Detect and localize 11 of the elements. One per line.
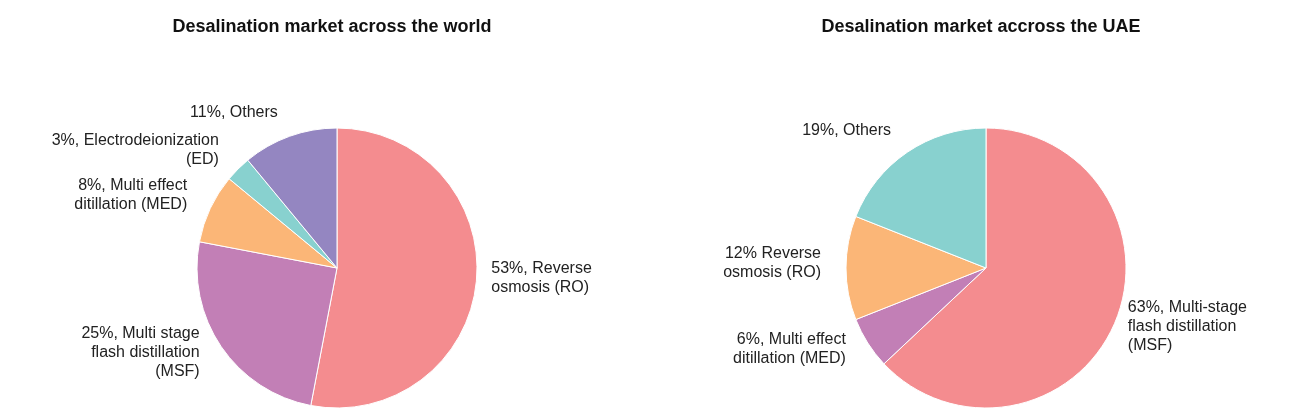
chart-title: Desalination market across the world [172,16,492,36]
slice-label: 3%, Electrodeionization (ED) [51,130,219,167]
chart-title: Desalination market accross the UAE [821,16,1141,36]
slice-label: 53%, Reverse osmosis (RO) [491,259,592,296]
slice-label: 63%, Multi-stage flash distillation (MSF) [1127,298,1248,354]
slice-label: 11%, Others [190,102,278,120]
slice-label: 8%, Multi effect ditillation (MED) [74,175,188,212]
slice-label: 12% Reverse osmosis (RO) [723,244,822,280]
slice-label: 25%, Multi stage flash distillation (MSF) [81,324,200,380]
slice-label: 6%, Multi effect ditillation (MED) [732,329,847,366]
slice-label: 19%, Others [802,121,892,139]
